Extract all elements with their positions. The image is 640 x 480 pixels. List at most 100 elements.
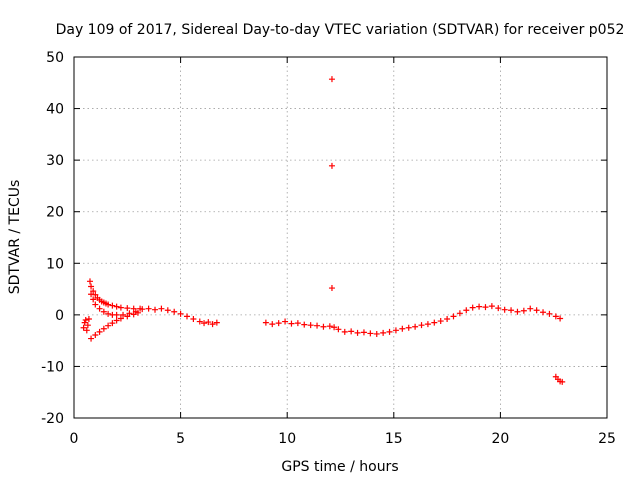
data-point (120, 311, 127, 318)
series-midday-band (262, 318, 338, 331)
y-tick-label: 0 (55, 308, 64, 324)
data-point (88, 335, 95, 342)
data-point (177, 310, 184, 317)
data-point (158, 305, 165, 312)
data-point (130, 311, 137, 318)
data-point (209, 321, 216, 328)
data-point (314, 322, 321, 329)
data-point (437, 318, 444, 325)
data-point (190, 315, 197, 322)
data-point (205, 319, 212, 326)
series-outliers-12h (328, 76, 335, 292)
data-point (559, 378, 566, 385)
data-point (392, 327, 399, 334)
data-point (508, 307, 515, 314)
data-point (294, 320, 301, 327)
data-point (109, 320, 116, 327)
data-point (444, 315, 451, 322)
data-point (269, 321, 276, 328)
data-point (275, 320, 282, 327)
data-point (80, 324, 87, 331)
data-point (301, 321, 308, 328)
data-point (85, 315, 92, 322)
data-point (113, 317, 120, 324)
data-point (331, 324, 338, 331)
data-point (326, 323, 333, 330)
data-point (552, 313, 559, 320)
x-axis-label: GPS time / hours (281, 459, 398, 475)
data-point (164, 307, 171, 314)
data-point (183, 313, 190, 320)
series-early-cluster-low (80, 315, 92, 334)
data-point (262, 319, 269, 326)
data-point (134, 309, 141, 316)
data-point (348, 328, 355, 335)
data-point (82, 317, 89, 324)
data-point (320, 323, 327, 330)
data-point (514, 308, 521, 315)
data-layer (80, 76, 566, 385)
data-point (88, 283, 95, 290)
data-point (476, 303, 483, 310)
x-tick-label: 20 (491, 431, 509, 447)
y-axis-label: SDTVAR / TECUs (7, 180, 23, 295)
series-afternoon-band (335, 303, 564, 337)
y-tick-label: -10 (41, 359, 64, 375)
data-point (328, 76, 335, 83)
data-point (540, 309, 547, 316)
data-point (557, 315, 564, 322)
data-point (196, 318, 203, 325)
data-point (495, 305, 502, 312)
y-tick-label: 50 (46, 50, 64, 66)
data-point (90, 296, 97, 303)
data-point (117, 315, 124, 322)
data-point (152, 306, 159, 313)
data-point (139, 306, 146, 313)
data-point (105, 310, 112, 317)
data-point (360, 329, 367, 336)
data-point (83, 327, 90, 334)
y-tick-label: 40 (46, 102, 64, 118)
data-point (380, 329, 387, 336)
data-point (92, 301, 99, 308)
data-point (124, 313, 131, 320)
data-point (501, 306, 508, 313)
series-morning-band (139, 305, 220, 328)
data-point (117, 304, 124, 311)
chart-title: Day 109 of 2017, Sidereal Day-to-day VTE… (56, 22, 625, 38)
data-point (431, 319, 438, 326)
data-point (307, 322, 314, 329)
data-point (96, 305, 103, 312)
data-point (96, 328, 103, 335)
x-tick-label: 25 (598, 431, 616, 447)
data-point (463, 307, 470, 314)
data-point (546, 310, 553, 317)
data-point (328, 162, 335, 169)
data-point (105, 301, 112, 308)
series-late-cluster (552, 373, 566, 385)
data-point (288, 320, 295, 327)
data-point (113, 311, 120, 318)
data-point (527, 305, 534, 312)
x-tick-label: 10 (278, 431, 296, 447)
data-point (335, 326, 342, 333)
data-point (88, 291, 95, 298)
y-tick-label: 20 (46, 205, 64, 221)
x-tick-label: 5 (176, 431, 185, 447)
data-point (354, 329, 361, 336)
data-point (105, 322, 112, 329)
data-point (328, 285, 335, 292)
data-point (418, 322, 425, 329)
data-point (399, 325, 406, 332)
data-point (130, 305, 137, 312)
data-point (90, 288, 97, 295)
data-point (124, 305, 131, 312)
y-tick-label: 10 (46, 256, 64, 272)
data-point (488, 303, 495, 310)
series-early-ascending-lower (88, 309, 141, 342)
data-point (84, 322, 91, 329)
y-tick-label: 30 (46, 153, 64, 169)
series-early-descending-middle (88, 291, 139, 318)
data-point (533, 307, 540, 314)
